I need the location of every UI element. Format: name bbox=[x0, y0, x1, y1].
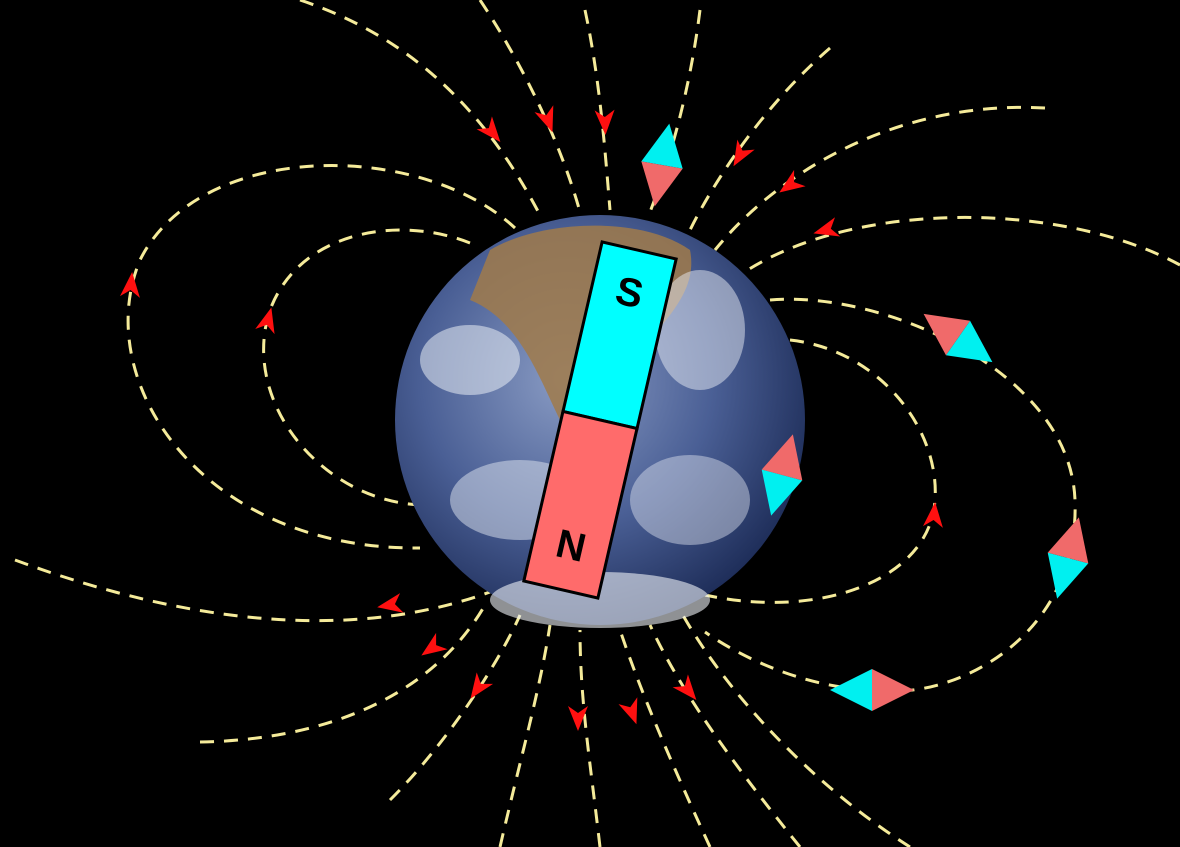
north-pole bbox=[522, 409, 639, 600]
field-lines bbox=[14, 0, 1180, 847]
bar-magnet: S N bbox=[522, 240, 678, 600]
